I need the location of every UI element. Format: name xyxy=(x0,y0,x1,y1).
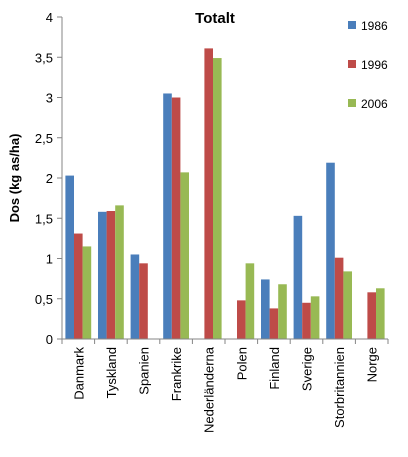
chart-title: Totalt xyxy=(195,10,235,27)
bar-2006-Nederländerna xyxy=(213,58,222,340)
y-tick-label: 0,5 xyxy=(35,292,53,307)
bar-2006-Norge xyxy=(376,288,385,339)
legend-label-1986: 1986 xyxy=(361,19,388,33)
bar-1986-Frankrike xyxy=(163,93,172,339)
y-tick-label: 1,5 xyxy=(35,211,53,226)
bar-1996-Tyskland xyxy=(106,211,116,339)
bar-2006-Sverige xyxy=(310,296,320,339)
bar-1986-Storbritannien xyxy=(326,162,335,339)
bar-1996-Spanien xyxy=(139,263,148,339)
bar-2006-Finland xyxy=(278,284,287,339)
bar-1996-Danmark xyxy=(74,233,83,339)
x-axis-categories: Danmark Tyskland Spanien Frankrike Nederländ… xyxy=(71,346,379,433)
bar-1986-Danmark xyxy=(65,175,74,339)
x-category-label: Spanien xyxy=(137,347,152,395)
x-category-label: Frankrike xyxy=(169,347,184,401)
legend: 1986 1996 2006 xyxy=(348,19,388,111)
bar-2006-Frankrike xyxy=(180,172,189,339)
legend-label-1996: 1996 xyxy=(361,58,388,72)
bar-1996-Polen xyxy=(237,300,246,339)
y-tick-label: 1 xyxy=(46,252,53,267)
bar-1996-Finland xyxy=(269,308,279,339)
x-category-label: Finland xyxy=(267,347,282,390)
bar-1996-Norge xyxy=(367,292,376,339)
y-tick-label: 3 xyxy=(46,91,53,106)
x-category-label: Nederländerna xyxy=(202,346,217,433)
y-tick-label: 3,5 xyxy=(35,50,53,65)
legend-swatch-2006 xyxy=(348,99,356,107)
x-category-label: Storbritannien xyxy=(332,347,347,428)
bars xyxy=(65,48,385,340)
x-category-label: Tyskland xyxy=(104,347,119,398)
bar-2006-Tyskland xyxy=(115,205,124,339)
legend-label-2006: 2006 xyxy=(361,97,388,111)
bar-2006-Polen xyxy=(245,263,255,339)
bar-2006-Danmark xyxy=(82,246,92,339)
y-tick-label: 2,5 xyxy=(35,131,53,146)
x-category-label: Sverige xyxy=(300,347,315,391)
x-category-label: Polen xyxy=(234,347,249,380)
bar-1996-Sverige xyxy=(302,302,311,339)
bar-1986-Finland xyxy=(261,279,270,339)
y-tick-label: 4 xyxy=(46,10,53,25)
legend-swatch-1986 xyxy=(348,21,356,29)
y-tick-label: 2 xyxy=(46,171,53,186)
bar-1996-Frankrike xyxy=(171,97,181,339)
bar-2006-Storbritannien xyxy=(343,271,352,339)
x-category-label: Danmark xyxy=(71,347,86,400)
y-axis-label: Dos (kg as/ha) xyxy=(7,134,22,223)
bar-1986-Tyskland xyxy=(98,211,107,339)
y-axis-ticks: 0 0,5 1 1,5 2 2,5 3 3,5 4 xyxy=(35,10,62,347)
y-tick-label: 0 xyxy=(46,332,53,347)
bar-1986-Spanien xyxy=(130,254,140,339)
x-axis-tickmarks xyxy=(61,339,389,344)
bar-1986-Sverige xyxy=(293,215,303,339)
x-category-label: Norge xyxy=(365,347,380,382)
legend-swatch-1996 xyxy=(348,60,356,68)
bar-1996-Storbritannien xyxy=(334,257,344,339)
bar-1996-Nederländerna xyxy=(204,48,213,340)
